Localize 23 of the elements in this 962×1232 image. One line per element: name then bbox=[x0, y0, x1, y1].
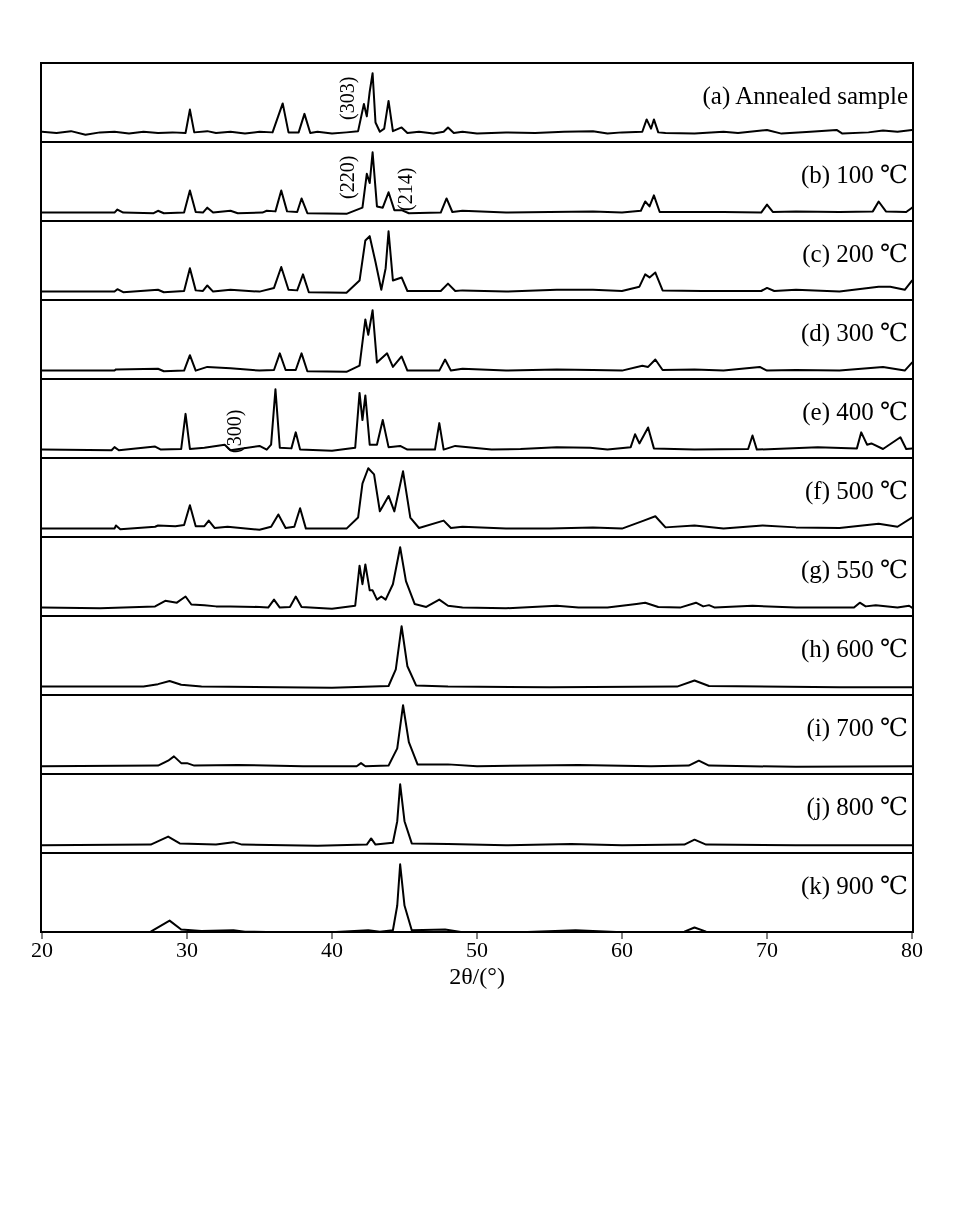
x-tick-label: 20 bbox=[31, 936, 53, 962]
chart-title: (f) 500 ℃ bbox=[805, 475, 908, 506]
annotation: (214) bbox=[393, 166, 416, 211]
x-tick-label: 50 bbox=[466, 936, 488, 962]
x-axis-title: 2θ/(°) bbox=[448, 963, 506, 990]
x-tick-label: 60 bbox=[611, 936, 633, 962]
x-tick-label: 80 bbox=[901, 936, 923, 962]
chart-title: (j) 800 ℃ bbox=[806, 791, 908, 822]
annotation: (220) bbox=[335, 154, 358, 199]
annotation: (303) bbox=[335, 75, 358, 120]
chart-title: (i) 700 ℃ bbox=[806, 712, 908, 743]
x-tick-label: 30 bbox=[176, 936, 198, 962]
annotation: (300) bbox=[222, 408, 245, 453]
x-tick-label: 40 bbox=[321, 936, 343, 962]
chart-title: (e) 400 ℃ bbox=[802, 396, 908, 427]
chart-title: (h) 600 ℃ bbox=[800, 633, 908, 664]
chart-title: (d) 300 ℃ bbox=[800, 317, 908, 348]
chart-title: (g) 550 ℃ bbox=[800, 554, 908, 585]
x-tick-label: 70 bbox=[756, 936, 778, 962]
chart-title: (b) 100 ℃ bbox=[800, 159, 908, 190]
chart-title: (k) 900 ℃ bbox=[800, 870, 908, 901]
chart-title: (c) 200 ℃ bbox=[802, 238, 908, 269]
chart-title: (a) Annealed sample bbox=[702, 80, 908, 111]
